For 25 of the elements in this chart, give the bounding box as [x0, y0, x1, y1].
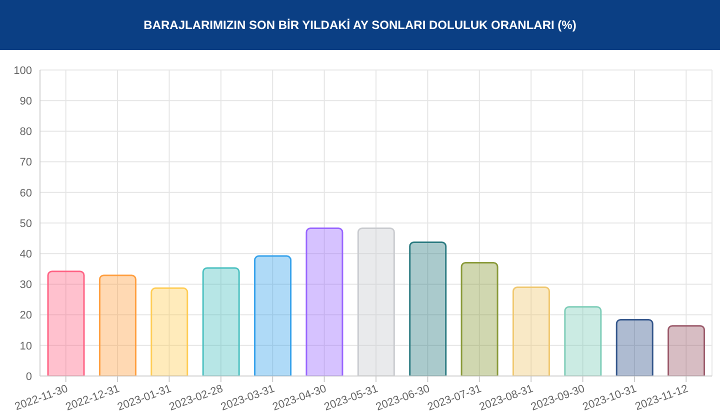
- y-tick-label: 60: [20, 187, 32, 200]
- y-tick-label: 10: [20, 340, 32, 352]
- bar: [47, 270, 85, 376]
- bar: [668, 325, 706, 376]
- bar: [564, 306, 602, 376]
- y-tick-label: 50: [20, 218, 32, 230]
- y-tick-label: 0: [26, 370, 32, 383]
- bar: [306, 227, 344, 376]
- bar: [254, 255, 292, 376]
- y-tick-label: 80: [20, 126, 32, 138]
- y-tick-label: 40: [20, 248, 32, 261]
- bar: [98, 274, 136, 376]
- y-tick-label: 70: [20, 156, 32, 169]
- bar: [150, 287, 188, 376]
- bar: [357, 227, 395, 376]
- y-tick-label: 100: [14, 64, 32, 77]
- bar: [202, 267, 240, 376]
- bar: [512, 286, 550, 376]
- y-tick-label: 30: [20, 279, 32, 292]
- chart-title: BARAJLARIMIZIN SON BİR YILDAKİ AY SONLARI DOLULUK ORANLARI (%): [0, 0, 720, 50]
- bar: [409, 242, 447, 376]
- bar: [460, 262, 498, 376]
- bar: [616, 318, 654, 376]
- y-tick-label: 20: [20, 310, 32, 322]
- y-tick-label: 90: [20, 96, 32, 108]
